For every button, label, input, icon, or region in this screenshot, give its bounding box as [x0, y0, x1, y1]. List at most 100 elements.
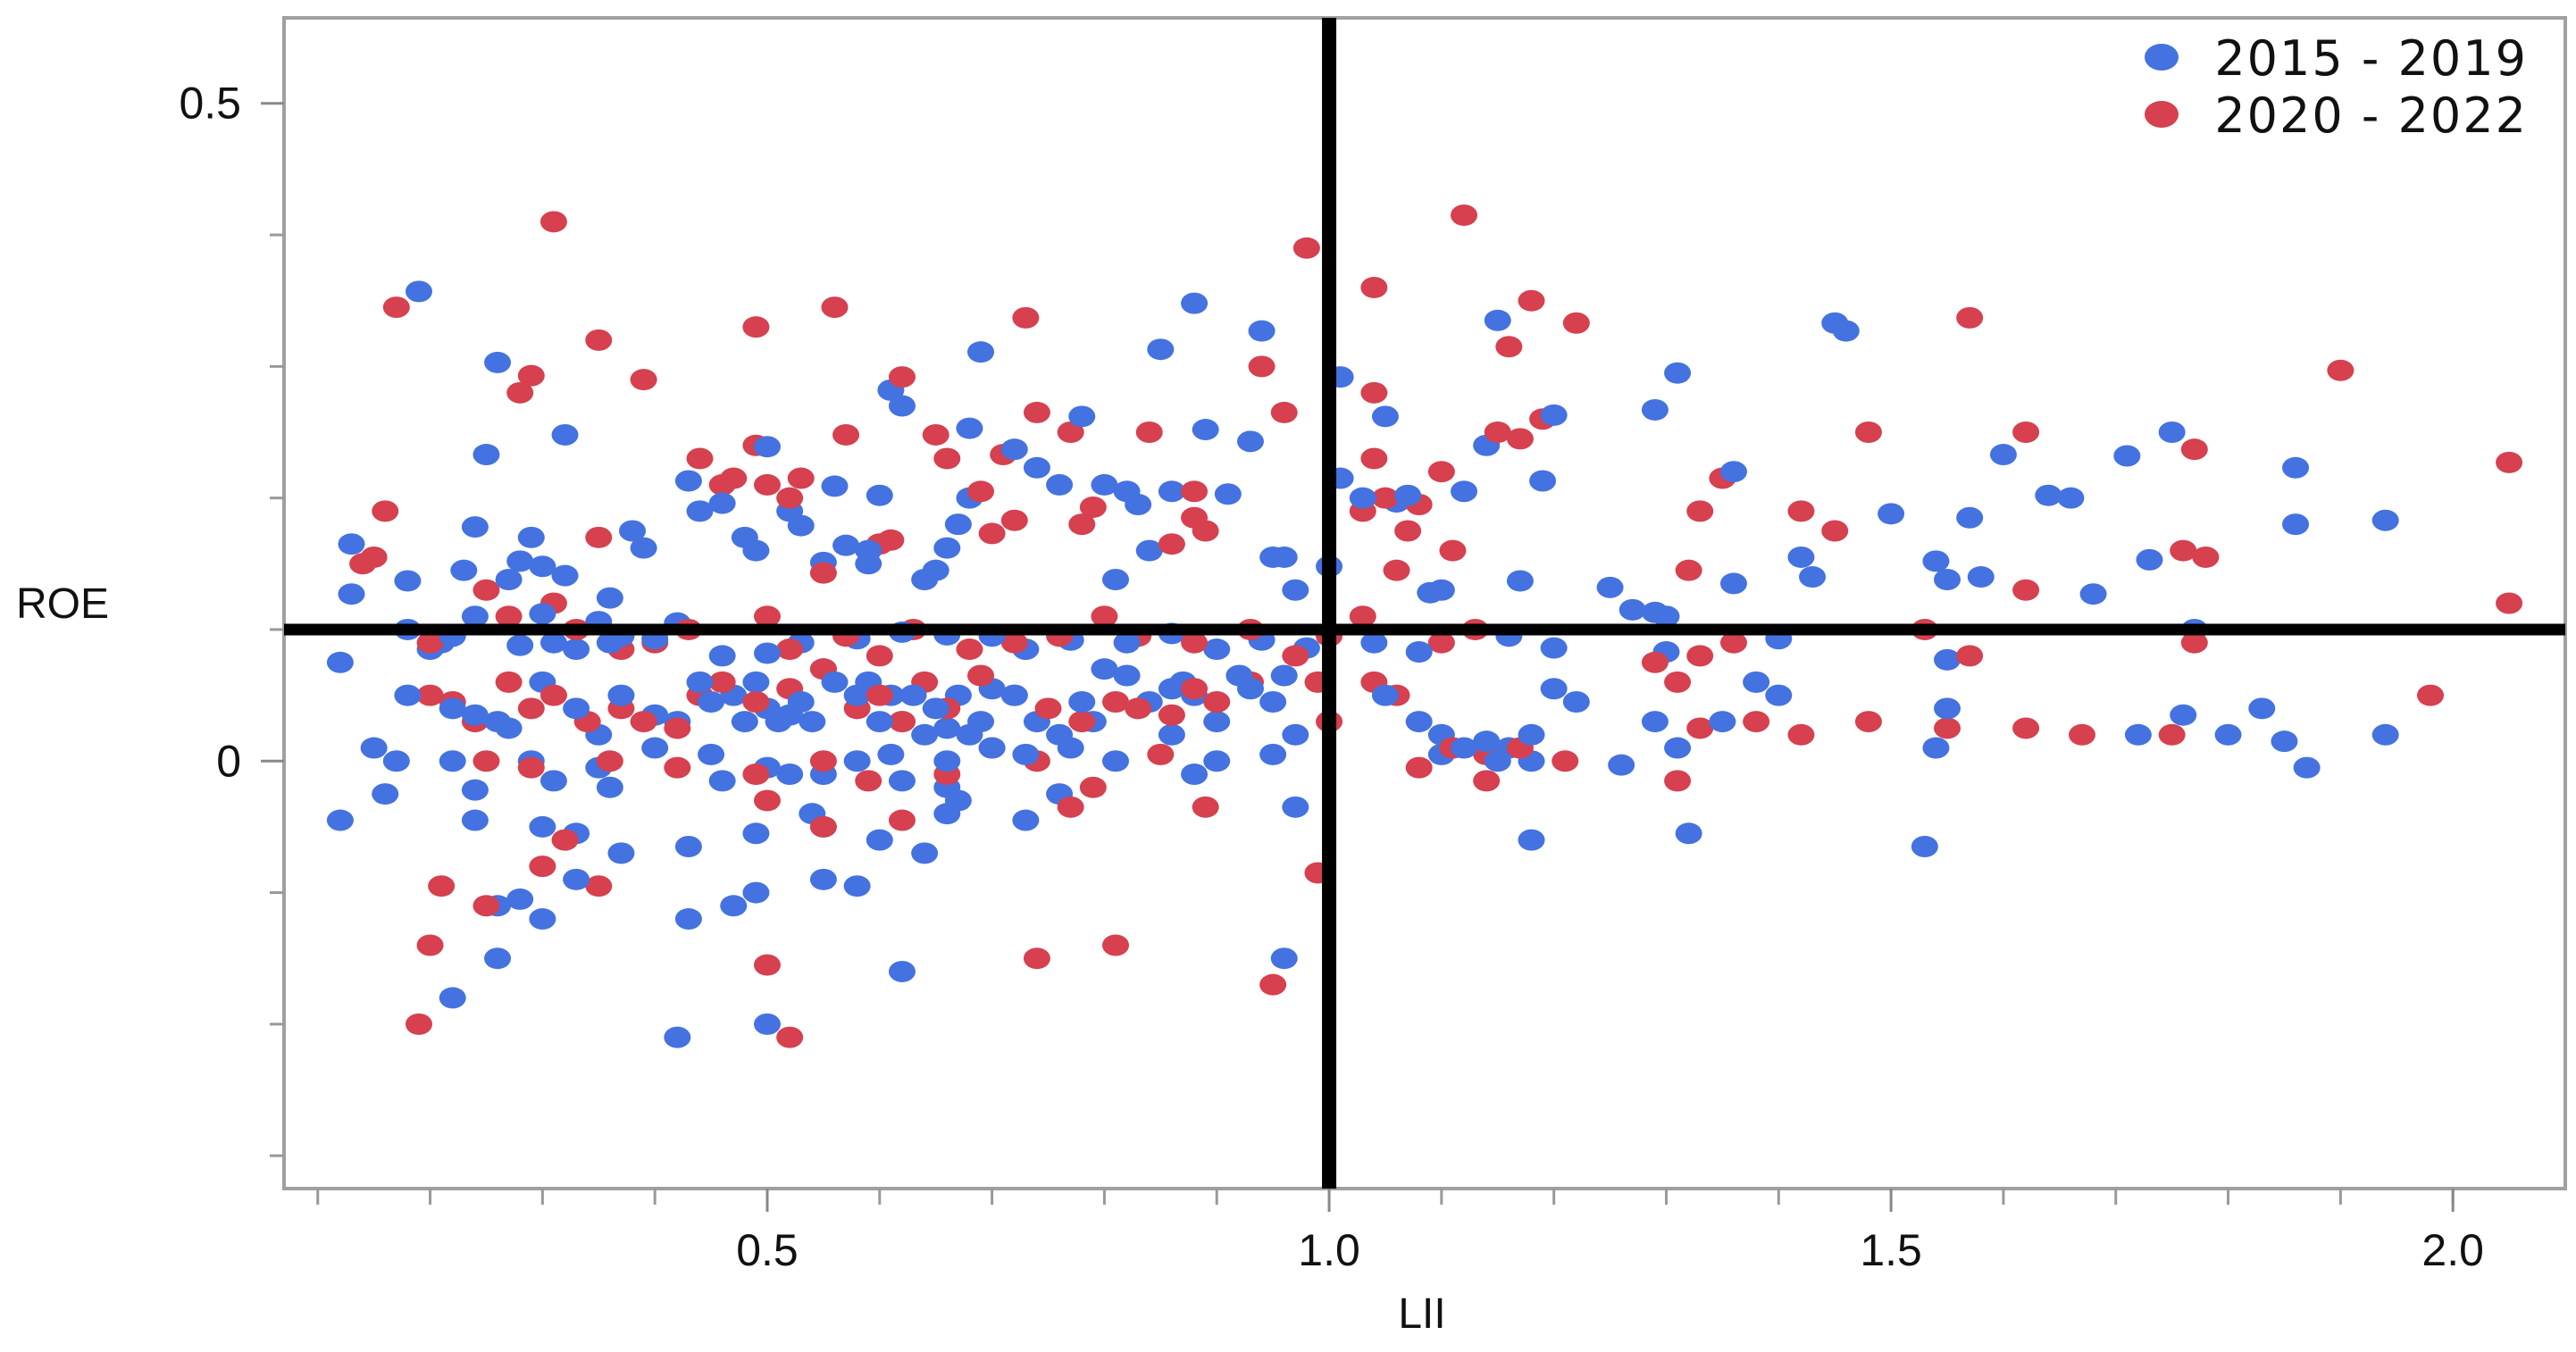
point-2015-2019: [2079, 583, 2107, 605]
point-2020-2022: [1068, 513, 1096, 536]
y-tick-label: 0.5: [179, 79, 241, 129]
point-2020-2022: [2158, 723, 2186, 746]
point-2015-2019: [832, 534, 860, 556]
point-2015-2019: [326, 809, 354, 831]
point-2015-2019: [1562, 690, 1590, 713]
point-2020-2022: [405, 1013, 432, 1035]
point-2020-2022: [1854, 711, 1882, 733]
point-2020-2022: [753, 789, 781, 812]
point-2020-2022: [753, 954, 781, 976]
point-2015-2019: [405, 280, 432, 303]
point-2015-2019: [674, 470, 702, 492]
point-2015-2019: [484, 947, 512, 970]
point-2020-2022: [1203, 690, 1231, 713]
point-2020-2022: [1934, 717, 1961, 739]
point-2015-2019: [664, 1026, 691, 1048]
point-2020-2022: [2496, 592, 2523, 614]
point-2015-2019: [1934, 568, 1961, 590]
point-2015-2019: [484, 351, 512, 373]
point-2015-2019: [1618, 598, 1646, 621]
point-2015-2019: [461, 809, 489, 831]
point-2015-2019: [1360, 631, 1388, 654]
point-2015-2019: [1113, 480, 1141, 503]
point-2020-2022: [1956, 306, 1984, 329]
point-2015-2019: [1641, 711, 1669, 733]
point-2020-2022: [1057, 421, 1084, 444]
point-2020-2022: [2069, 723, 2096, 746]
point-2015-2019: [742, 881, 770, 904]
point-2015-2019: [1000, 684, 1028, 706]
point-2020-2022: [630, 711, 657, 733]
point-2015-2019: [1989, 444, 2017, 466]
point-2020-2022: [2192, 546, 2220, 568]
point-2015-2019: [1934, 648, 1961, 671]
point-2020-2022: [1270, 401, 1298, 423]
point-2015-2019: [866, 484, 893, 506]
point-2015-2019: [933, 537, 961, 559]
point-2020-2022: [551, 829, 579, 851]
point-2015-2019: [674, 908, 702, 931]
point-2020-2022: [1821, 520, 1849, 542]
point-2020-2022: [1371, 487, 1399, 509]
point-2015-2019: [563, 868, 590, 890]
point-2015-2019: [1719, 461, 1747, 483]
point-2015-2019: [1540, 404, 1568, 426]
point-2020-2022: [1192, 796, 1219, 818]
point-2020-2022: [2170, 539, 2197, 562]
plot-frame: [282, 16, 2567, 1190]
point-2020-2022: [1292, 237, 1320, 259]
point-2020-2022: [2496, 451, 2523, 473]
point-2015-2019: [1203, 711, 1231, 733]
point-2020-2022: [753, 605, 781, 628]
point-2015-2019: [1371, 684, 1399, 706]
point-2015-2019: [596, 587, 623, 609]
axis-ticks: 0.5 1.0 1.5 2.0 0.5 0: [179, 79, 2483, 1275]
point-2020-2022: [866, 645, 893, 667]
point-2015-2019: [1821, 312, 1849, 334]
point-2015-2019: [1113, 631, 1141, 654]
y-axis-title: ROE: [16, 580, 109, 628]
point-2020-2022: [428, 875, 456, 897]
point-2015-2019: [1270, 546, 1298, 568]
point-2020-2022: [1439, 539, 1467, 562]
point-2020-2022: [1000, 509, 1028, 531]
point-2020-2022: [539, 684, 567, 706]
point-2015-2019: [372, 783, 399, 805]
point-2020-2022: [1349, 605, 1376, 628]
point-2020-2022: [888, 809, 916, 831]
point-2020-2022: [1079, 776, 1107, 798]
point-2015-2019: [2158, 421, 2186, 444]
point-2015-2019: [956, 723, 983, 746]
point-2015-2019: [855, 539, 882, 562]
point-2020-2022: [382, 296, 410, 319]
point-2015-2019: [708, 770, 736, 792]
point-2015-2019: [360, 737, 388, 759]
point-2015-2019: [1349, 487, 1376, 509]
point-2015-2019: [1091, 473, 1118, 496]
point-2020-2022: [1675, 559, 1702, 581]
point-2015-2019: [2248, 697, 2276, 720]
point-2020-2022: [967, 480, 995, 503]
point-2020-2022: [1125, 697, 1152, 720]
point-2015-2019: [1282, 579, 1309, 601]
point-2020-2022: [416, 684, 444, 706]
point-2015-2019: [866, 711, 893, 733]
point-2015-2019: [1540, 678, 1568, 700]
point-2020-2022: [1360, 447, 1388, 470]
point-2015-2019: [1057, 737, 1084, 759]
point-2020-2022: [776, 1026, 804, 1048]
y-tick-label: 0: [216, 736, 241, 786]
point-2015-2019: [2293, 756, 2321, 779]
point-2015-2019: [1417, 581, 1444, 604]
point-2020-2022: [596, 750, 623, 772]
point-2020-2022: [2417, 684, 2445, 706]
point-2015-2019: [1765, 684, 1793, 706]
point-2015-2019: [1259, 690, 1287, 713]
point-2015-2019: [866, 829, 893, 851]
legend: 2015 - 2019 2020 - 2022: [2145, 30, 2526, 144]
point-2020-2022: [539, 211, 567, 233]
legend-marker-2015-2019: [2145, 44, 2179, 71]
point-2015-2019: [843, 875, 871, 897]
point-2015-2019: [2282, 513, 2310, 536]
point-2015-2019: [461, 605, 489, 628]
